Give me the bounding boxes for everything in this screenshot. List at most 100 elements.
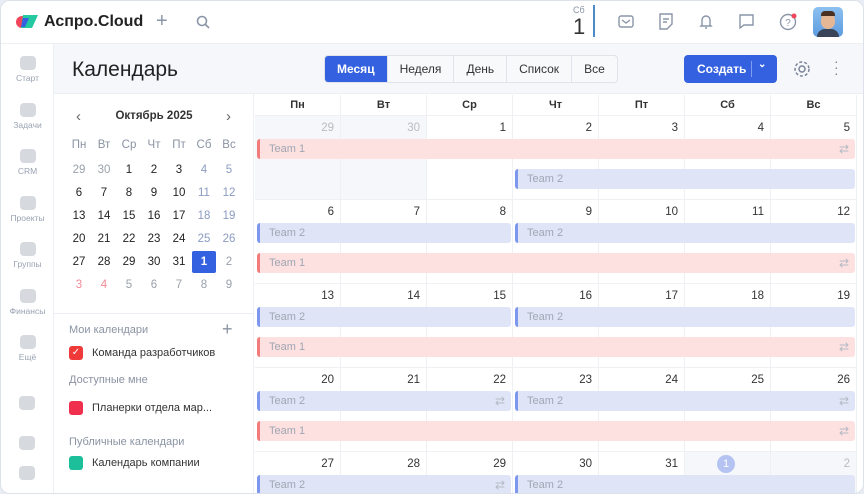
mini-day[interactable]: 2	[150, 164, 158, 176]
app-shortcut-icon[interactable]	[19, 436, 35, 450]
day-number: 8	[499, 206, 506, 218]
mini-day[interactable]: 9	[225, 279, 233, 291]
nav-item[interactable]: Проекты	[1, 195, 54, 223]
view-tab[interactable]: Список	[507, 56, 573, 82]
mini-day[interactable]: 29	[72, 164, 86, 176]
mini-day[interactable]: 20	[72, 233, 86, 245]
view-tab[interactable]: Месяц	[325, 56, 388, 82]
add-icon[interactable]: +	[156, 10, 168, 32]
mini-day[interactable]: 18	[197, 210, 211, 222]
app-shortcut-icon[interactable]	[19, 466, 35, 480]
chevron-down-icon[interactable]: ⌄	[758, 59, 767, 70]
search-icon[interactable]	[196, 15, 210, 29]
event-bar[interactable]: Team 2	[515, 475, 855, 493]
bell-icon[interactable]	[699, 13, 713, 30]
mini-day[interactable]: 2	[225, 256, 233, 268]
event-bar[interactable]: Team 2	[515, 223, 855, 243]
mini-day[interactable]: 30	[147, 256, 161, 268]
nav-item[interactable]: Группы	[1, 242, 54, 269]
day-number: 5	[843, 122, 850, 134]
mini-day[interactable]: 7	[100, 187, 108, 199]
event-bar[interactable]: Team 2 ⇄	[515, 391, 855, 411]
mini-day[interactable]: 29	[122, 256, 136, 268]
app-shortcut-icon[interactable]	[19, 396, 35, 410]
mini-day[interactable]: 15	[122, 210, 136, 222]
mini-day[interactable]: 24	[172, 233, 186, 245]
mini-day[interactable]: 28	[97, 256, 111, 268]
view-tab[interactable]: День	[454, 56, 508, 82]
mini-day[interactable]: 31	[172, 256, 186, 268]
mini-day[interactable]: 5	[225, 164, 233, 176]
nav-label: Группы	[13, 259, 42, 269]
mini-day[interactable]: 6	[150, 279, 158, 291]
prev-month-icon[interactable]: ‹	[76, 108, 81, 125]
event-bar[interactable]: Team 1 ⇄	[257, 337, 855, 357]
view-tab[interactable]: Неделя	[388, 56, 455, 82]
next-month-icon[interactable]: ›	[226, 108, 231, 125]
nav-item[interactable]: Ещё	[1, 335, 54, 362]
calendar-color-swatch[interactable]	[69, 456, 83, 470]
mini-day[interactable]: 5	[125, 279, 133, 291]
mini-day[interactable]: 16	[147, 210, 161, 222]
event-bar[interactable]: Team 1 ⇄	[257, 253, 855, 273]
nav-item[interactable]: CRM	[1, 149, 54, 176]
nav-item[interactable]: Финансы	[1, 288, 54, 316]
event-label: Team 1	[269, 341, 306, 353]
mini-day[interactable]: 17	[172, 210, 186, 222]
logo-icon	[16, 15, 38, 28]
gear-icon[interactable]	[792, 59, 812, 79]
create-button[interactable]: Создать ⌄	[684, 55, 777, 83]
mini-day[interactable]: 4	[100, 279, 108, 291]
mini-day[interactable]: 8	[125, 187, 133, 199]
mini-day[interactable]: 4	[200, 164, 208, 176]
nav-label: Старт	[15, 73, 40, 83]
day-number: 2	[585, 122, 592, 134]
add-calendar-icon[interactable]: +	[222, 319, 233, 339]
mini-day[interactable]: 19	[222, 210, 236, 222]
view-tab[interactable]: Все	[584, 62, 605, 76]
user-avatar[interactable]	[813, 7, 843, 37]
mini-day[interactable]: 22	[122, 233, 136, 245]
event-bar[interactable]: Team 2	[515, 169, 855, 189]
mini-day[interactable]: 12	[222, 187, 236, 199]
mini-day[interactable]: 25	[197, 233, 211, 245]
mini-day[interactable]: 1	[192, 251, 216, 273]
day-number: 22	[493, 374, 506, 386]
mini-day[interactable]: 7	[175, 279, 183, 291]
mini-day[interactable]: 14	[97, 210, 111, 222]
nav-item[interactable]: Старт	[1, 56, 54, 83]
svg-text:?: ?	[785, 18, 791, 29]
nav-item[interactable]: Задачи	[1, 102, 54, 130]
event-bar[interactable]: Team 2	[257, 223, 511, 243]
mini-day[interactable]: 8	[200, 279, 208, 291]
chat-icon[interactable]	[738, 13, 755, 29]
notes-icon[interactable]	[658, 13, 674, 30]
mini-day[interactable]: 30	[97, 164, 111, 176]
mini-day[interactable]: 9	[150, 187, 158, 199]
event-label: Team 2	[269, 311, 306, 323]
event-bar[interactable]: Team 2	[515, 307, 855, 327]
mini-day[interactable]: 3	[175, 164, 183, 176]
more-icon[interactable]: · · ·	[834, 53, 839, 81]
event-bar[interactable]: Team 2	[257, 307, 511, 327]
checkbox-checked-icon[interactable]: ✓	[69, 346, 83, 360]
day-number: 15	[493, 290, 506, 302]
mini-day[interactable]: 13	[72, 210, 86, 222]
mini-day[interactable]: 1	[125, 164, 133, 176]
event-bar[interactable]: Team 2 ⇄	[257, 391, 511, 411]
calendar-color-swatch[interactable]	[69, 401, 83, 415]
event-bar[interactable]: Team 1 ⇄	[257, 139, 855, 159]
mini-day[interactable]: 23	[147, 233, 161, 245]
mini-day[interactable]: 11	[198, 187, 210, 199]
mini-day[interactable]: 10	[172, 187, 186, 199]
help-icon[interactable]: ?	[779, 12, 798, 31]
mini-day[interactable]: 27	[72, 256, 86, 268]
mini-day[interactable]: 21	[97, 233, 111, 245]
mail-icon[interactable]	[618, 15, 634, 28]
event-bar[interactable]: Team 1 ⇄	[257, 421, 855, 441]
event-bar[interactable]: Team 2 ⇄	[257, 475, 511, 493]
mini-day[interactable]: 26	[222, 233, 236, 245]
mini-day[interactable]: 6	[75, 187, 83, 199]
mini-day[interactable]: 3	[75, 279, 83, 291]
day-number: 7	[413, 206, 420, 218]
